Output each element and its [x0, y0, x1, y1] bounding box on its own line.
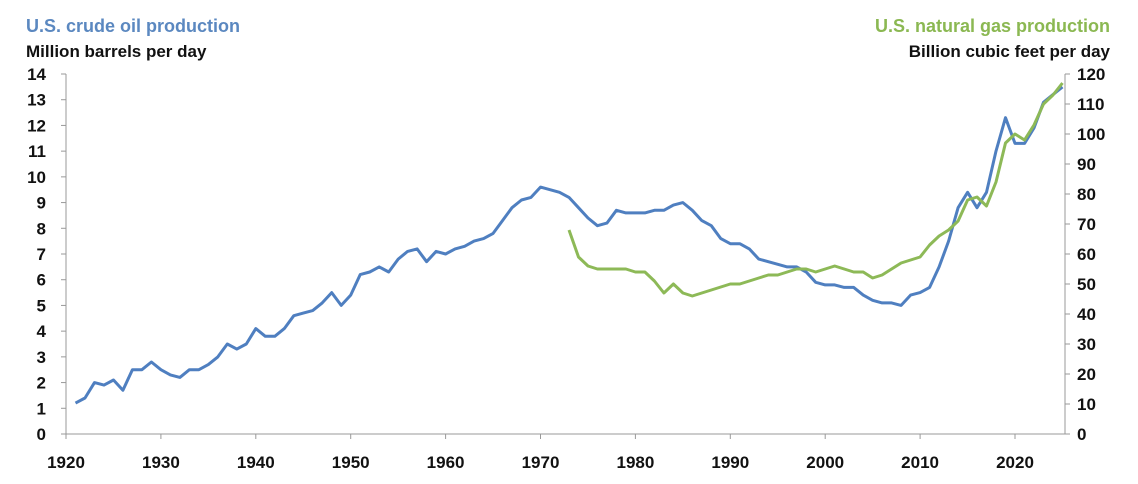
right-y-tick: 120	[1077, 65, 1105, 84]
right-y-tick: 70	[1077, 215, 1096, 234]
left-y-tick: 5	[37, 296, 46, 315]
right-y-tick: 90	[1077, 155, 1096, 174]
right-y-tick: 50	[1077, 275, 1096, 294]
gas-axis-unit: Billion cubic feet per day	[908, 42, 1110, 61]
x-tick: 1990	[711, 453, 749, 472]
x-tick: 2020	[996, 453, 1034, 472]
x-tick: 1970	[522, 453, 560, 472]
x-tick: 1980	[616, 453, 654, 472]
x-tick: 1940	[237, 453, 275, 472]
gas-production-line	[567, 82, 1064, 298]
left-y-tick: 12	[27, 116, 46, 135]
left-y-tick: 10	[27, 168, 46, 187]
right-y-tick: 0	[1077, 425, 1086, 444]
oil-axis-title: U.S. crude oil production	[26, 16, 241, 36]
left-y-tick: 8	[37, 219, 46, 238]
right-y-tick: 80	[1077, 185, 1096, 204]
right-y-tick: 60	[1077, 245, 1096, 264]
left-y-tick: 1	[37, 399, 46, 418]
x-tick: 2000	[806, 453, 844, 472]
x-tick: 1950	[332, 453, 370, 472]
left-y-tick: 13	[27, 91, 46, 110]
right-y-tick: 40	[1077, 305, 1096, 324]
left-y-tick: 14	[27, 65, 46, 84]
right-y-tick: 10	[1077, 395, 1096, 414]
left-y-tick: 2	[37, 374, 46, 393]
axes: 0123456789101112131401020304050607080901…	[27, 65, 1105, 472]
right-y-tick: 100	[1077, 125, 1105, 144]
left-y-tick: 7	[37, 245, 46, 264]
x-tick: 1930	[142, 453, 180, 472]
left-y-tick: 0	[37, 425, 46, 444]
left-y-tick: 3	[37, 348, 46, 367]
right-y-tick: 30	[1077, 335, 1096, 354]
series-lines	[74, 82, 1064, 405]
oil-axis-unit: Million barrels per day	[26, 42, 207, 61]
gas-axis-title: U.S. natural gas production	[874, 16, 1110, 36]
x-tick: 1920	[47, 453, 85, 472]
right-y-tick: 20	[1077, 365, 1096, 384]
left-y-tick: 4	[37, 322, 47, 341]
left-y-tick: 9	[37, 194, 46, 213]
oil-production-line	[74, 85, 1064, 405]
left-y-tick: 6	[37, 271, 46, 290]
left-y-tick: 11	[28, 142, 46, 161]
x-tick: 1960	[427, 453, 465, 472]
x-tick: 2010	[901, 453, 939, 472]
right-y-tick: 110	[1077, 95, 1104, 114]
